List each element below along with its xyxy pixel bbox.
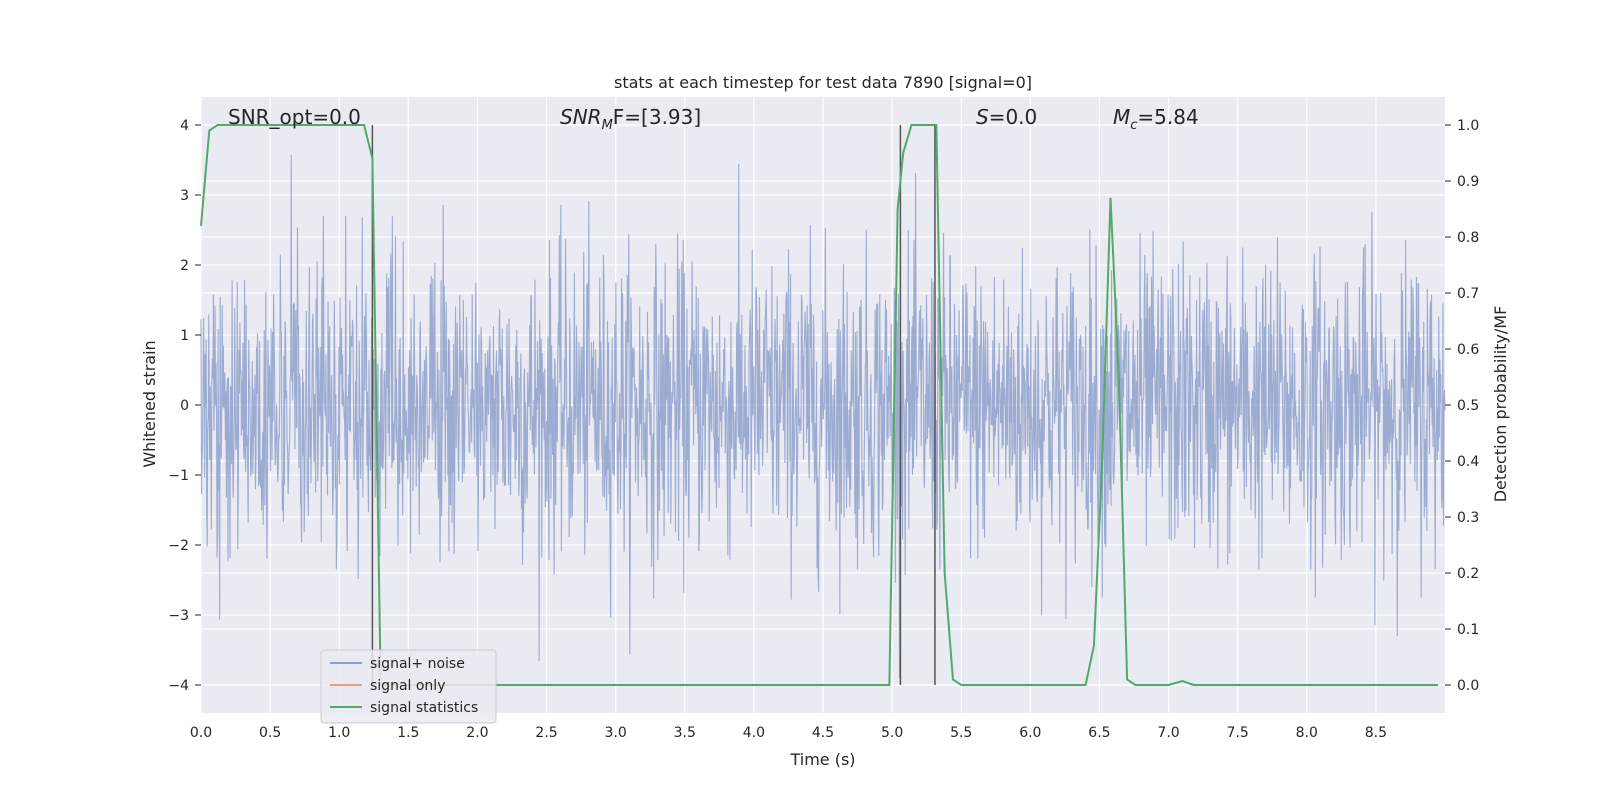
series-signal-statistics-line	[200, 124, 1439, 686]
chart-title: stats at each timestep for test data 789…	[614, 73, 1032, 92]
signal-noise-series	[200, 154, 1446, 679]
annotation-mc: Mc=5.84	[1113, 105, 1199, 133]
y-left-tick-label-6: −2	[168, 538, 189, 554]
y-left-axis-label: Whitened strain	[140, 340, 159, 467]
x-tick-label-15: 7.5	[1227, 725, 1249, 741]
y-right-tick-label-5: 0.5	[1457, 398, 1479, 414]
annotation-mc-rest: =5.84	[1137, 105, 1198, 129]
x-tick-label-14: 7.0	[1157, 725, 1179, 741]
y-right-tick-label-7: 0.3	[1457, 510, 1479, 526]
x-axis-ticks: 0.0 0.5 1.0 1.5 2.0 2.5 3.0 3.5 4.0 4.5 5.0 5.5 6.0 6…	[190, 725, 1387, 741]
x-tick-label-11: 5.5	[950, 725, 972, 741]
y-right-tick-label-8: 0.2	[1457, 566, 1479, 582]
annotation-s-rest: =0.0	[989, 105, 1038, 129]
y-left-tick-label-1: 3	[180, 188, 189, 204]
y-right-tick-label-1: 0.9	[1457, 174, 1479, 190]
legend-label-signal-statistics: signal statistics	[370, 700, 478, 716]
x-tick-label-4: 2.0	[466, 725, 488, 741]
annotation-snr-mf-base: SNR	[560, 105, 602, 129]
annotation-mc-sub: c	[1130, 118, 1137, 133]
annotation-s: S=0.0	[976, 105, 1037, 129]
legend-label-signal-noise: signal+ noise	[370, 656, 465, 672]
x-tick-label-0: 0.0	[190, 725, 212, 741]
x-tick-label-9: 4.5	[812, 725, 834, 741]
y-right-tick-label-3: 0.7	[1457, 286, 1479, 302]
y-left-tick-label-5: −1	[168, 468, 189, 484]
x-tick-label-12: 6.0	[1019, 725, 1041, 741]
x-tick-label-8: 4.0	[743, 725, 765, 741]
x-tick-label-1: 0.5	[259, 725, 281, 741]
y-left-tick-label-3: 1	[180, 328, 189, 344]
x-tick-label-3: 1.5	[397, 725, 419, 741]
annotation-snr-mf: SNRMF=[3.93]	[560, 105, 701, 133]
y-left-axis-ticks: 4 3 2 1 0 −1 −2 −3 −4	[168, 118, 201, 694]
annotation-snr-mf-sub: M	[602, 118, 613, 133]
y-right-tick-label-10: 0.0	[1457, 678, 1479, 694]
legend-label-signal-only: signal only	[370, 678, 445, 694]
annotation-mc-base: M	[1113, 105, 1130, 129]
x-tick-label-13: 6.5	[1088, 725, 1110, 741]
legend: signal+ noise signal only signal statist…	[320, 649, 497, 724]
y-right-tick-label-2: 0.8	[1457, 230, 1479, 246]
x-tick-label-2: 1.0	[328, 725, 350, 741]
x-tick-label-17: 8.5	[1365, 725, 1387, 741]
x-tick-label-16: 8.0	[1296, 725, 1318, 741]
x-axis-label: Time (s)	[789, 750, 855, 769]
y-right-axis-label: Detection probability/MF	[1491, 306, 1510, 503]
legend-box	[320, 649, 497, 724]
y-right-tick-label-0: 1.0	[1457, 118, 1479, 134]
y-left-tick-label-8: −4	[168, 678, 189, 694]
y-left-tick-label-7: −3	[168, 608, 189, 624]
x-tick-label-10: 5.0	[881, 725, 903, 741]
y-right-tick-label-4: 0.6	[1457, 342, 1479, 358]
signal-statistics-series	[200, 124, 1439, 686]
y-right-tick-label-6: 0.4	[1457, 454, 1479, 470]
series-signal-noise-line	[200, 154, 1446, 679]
y-right-axis-ticks: 1.0 0.9 0.8 0.7 0.6 0.5 0.4 0.3 0.2 0.1 0.0	[1445, 118, 1479, 694]
y-right-tick-label-9: 0.1	[1457, 622, 1479, 638]
x-tick-label-5: 2.5	[535, 725, 557, 741]
annotation-snr-opt: SNR_opt=0.0	[228, 105, 361, 129]
y-left-tick-label-2: 2	[180, 258, 189, 274]
y-left-tick-label-4: 0	[180, 398, 189, 414]
annotation-s-base: S	[976, 105, 989, 129]
x-tick-label-7: 3.5	[674, 725, 696, 741]
y-left-tick-label-0: 4	[180, 118, 189, 134]
x-tick-label-6: 3.0	[605, 725, 627, 741]
annotation-snr-mf-rest: F=[3.93]	[613, 105, 701, 129]
